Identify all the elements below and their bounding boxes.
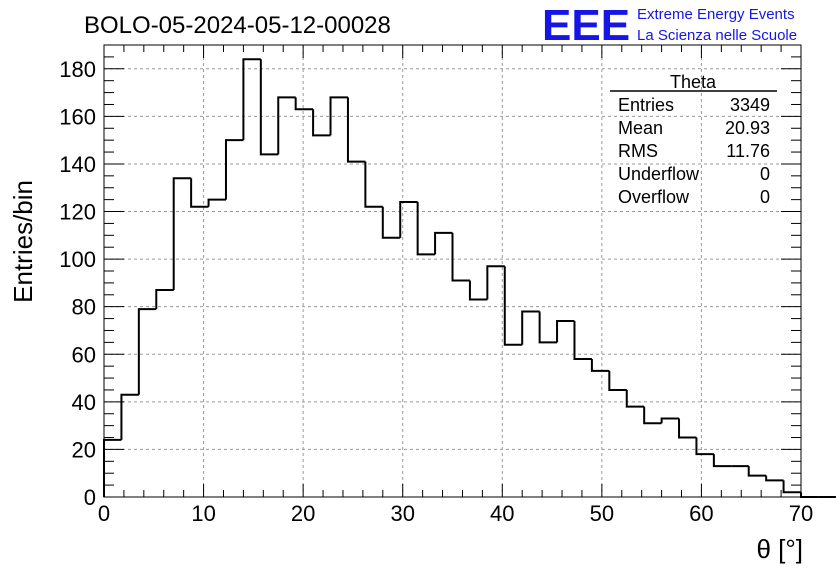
histogram-bin (521, 310, 540, 345)
histogram-bin (608, 370, 627, 391)
histogram-bin (660, 417, 680, 424)
histogram-bin (242, 58, 261, 141)
histogram-bin (190, 178, 209, 208)
x-tick-label: 70 (789, 501, 813, 526)
histogram-bin (381, 206, 401, 239)
x-axis-label: θ [°] (756, 534, 803, 564)
histogram-bin (695, 437, 714, 456)
chart-title: BOLO-05-2024-05-12-00028 (84, 12, 391, 39)
histogram-bin (416, 202, 436, 256)
histogram-bin (747, 466, 767, 477)
y-axis-label: Entries/bin (8, 180, 38, 303)
stats-row-label: RMS (618, 141, 658, 161)
histogram-bin (172, 177, 192, 291)
stats-row-label: Mean (618, 118, 663, 138)
stats-row-value: 20.93 (725, 118, 770, 138)
histogram-bin (207, 198, 226, 207)
stats-row-value: 11.76 (726, 141, 770, 161)
logo-letters: EEE (542, 1, 630, 50)
stats-row-value: 3349 (730, 95, 770, 115)
histogram-bin (346, 97, 366, 163)
histogram-series (103, 58, 836, 498)
logo-line-2: La Scienza nelle Scuole (637, 27, 797, 44)
histogram-bin (364, 161, 383, 208)
x-tick-label: 0 (98, 501, 110, 526)
histogram-bin (277, 96, 296, 155)
histogram-bin (503, 266, 523, 346)
histogram-bin (259, 59, 279, 156)
histogram-bin (712, 454, 732, 468)
histogram-bin (312, 109, 331, 137)
x-tick-label: 60 (689, 501, 713, 526)
axis-ticks (103, 44, 802, 498)
histogram-bin (103, 438, 122, 497)
x-tick-label: 20 (291, 501, 315, 526)
x-tick-label: 50 (590, 501, 614, 526)
stats-title: Theta (670, 72, 717, 92)
stats-row-label: Underflow (618, 164, 700, 184)
y-tick-label: 140 (59, 152, 96, 177)
y-tick-label: 120 (59, 200, 96, 225)
x-tick-label: 40 (490, 501, 514, 526)
y-tick-label: 20 (72, 437, 96, 462)
histogram-bin (137, 308, 157, 395)
histogram-bin (155, 289, 174, 310)
histogram-bin (451, 232, 470, 282)
histogram-bin (765, 475, 784, 482)
histogram-bin (625, 389, 645, 408)
stats-row-value: 0 (760, 187, 770, 207)
stats-row-label: Entries (618, 95, 674, 115)
histogram-bin (399, 201, 418, 238)
x-tick-label: 30 (390, 501, 414, 526)
eee-logo: EEE Extreme Energy Events La Scienza nel… (542, 1, 797, 50)
histogram-bin (120, 393, 139, 440)
stats-box: Theta Entries 3349 Mean 20.93 RMS 11.76 Underf… (610, 72, 777, 207)
stats-row-label: Overflow (618, 187, 690, 207)
histogram-bin (486, 265, 505, 300)
histogram-bin (678, 418, 697, 439)
histogram-bin (468, 280, 488, 301)
histogram-bin (538, 311, 558, 344)
histogram-bin (434, 231, 453, 255)
y-tick-label: 160 (59, 104, 96, 129)
histogram-bin (556, 319, 575, 343)
y-tick-label: 100 (59, 247, 96, 272)
histogram-bin (329, 96, 348, 136)
histogram-bin (590, 359, 610, 372)
x-tick-labels: 0 10 20 30 40 50 60 70 (98, 501, 813, 526)
logo-line-1: Extreme Energy Events (637, 6, 795, 23)
y-tick-label: 180 (59, 57, 96, 82)
stats-row-value: 0 (760, 164, 770, 184)
y-tick-label: 80 (72, 295, 96, 320)
histogram-bin (224, 139, 244, 200)
histogram-bin (800, 492, 819, 498)
histogram-bin (782, 480, 801, 494)
y-tick-label: 60 (72, 342, 96, 367)
y-tick-label: 0 (84, 485, 96, 510)
y-tick-label: 40 (72, 390, 96, 415)
histogram-bin (573, 320, 592, 361)
x-tick-label: 10 (191, 501, 215, 526)
histogram-bin (294, 97, 314, 111)
histogram-bin (643, 406, 662, 425)
y-tick-labels: 0 20 40 60 80 100 120 140 160 180 (59, 57, 96, 510)
